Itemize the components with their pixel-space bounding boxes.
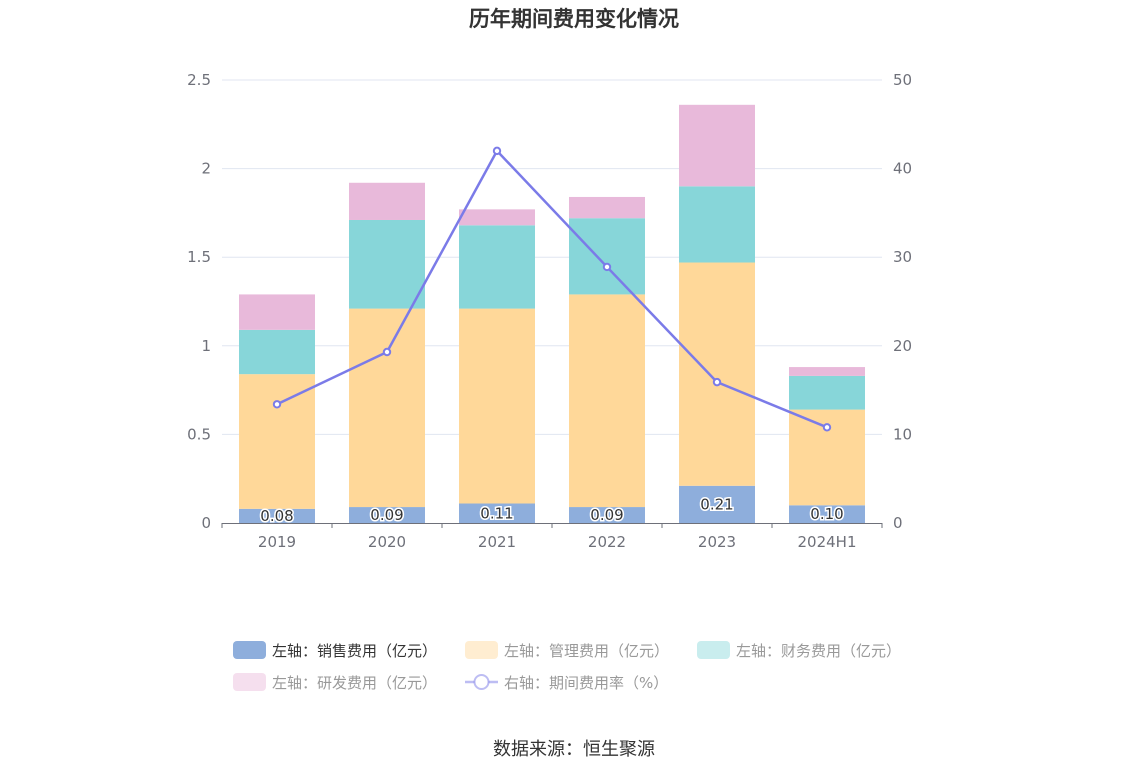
legend-label: 左轴：研发费用（亿元）: [272, 674, 437, 692]
legend-label: 左轴：财务费用（亿元）: [736, 642, 901, 660]
bar-2-2020: [349, 219, 425, 309]
legend-label: 左轴：销售费用（亿元）: [272, 642, 437, 660]
right-tick-label: 10: [893, 425, 912, 443]
left-tick-label: 2.5: [187, 71, 211, 89]
legend-item-0: 左轴：销售费用（亿元）: [233, 641, 437, 660]
bar-0-2024H1: [789, 505, 865, 523]
bar-3-2023: [679, 104, 755, 187]
bar-labels: 0.08 0.09 0.11 0.09 0.21 0.10: [259, 494, 845, 527]
bar-2-2023: [679, 186, 755, 263]
source-note: 数据来源：恒生聚源: [493, 739, 655, 760]
right-tick-label: 30: [893, 248, 912, 266]
x-tick-label: 2021: [478, 533, 516, 551]
left-tick-label: 0: [201, 514, 211, 532]
right-tick-label: 50: [893, 71, 912, 89]
left-tick-label: 0.5: [187, 425, 211, 443]
rate-line: [276, 148, 828, 429]
bar-3-2020: [349, 182, 425, 220]
legend-swatch: [233, 641, 266, 659]
x-tick-label: 2023: [698, 533, 736, 551]
rate-point-2023: [712, 377, 722, 387]
rate-point-2021: [492, 146, 502, 156]
bar-value-label: 0.10: [810, 505, 843, 523]
bar-1-2022: [569, 294, 645, 508]
rate-point-2022: [602, 262, 612, 272]
bar-1-2021: [459, 308, 535, 504]
rate-point-2024H1: [822, 423, 832, 432]
bar-value-label: 0.08: [260, 507, 293, 525]
bar-0-2019: [239, 508, 315, 523]
legend-item-2: 左轴：财务费用（亿元）: [697, 641, 901, 660]
bar-1-2023: [679, 262, 755, 486]
legend-item-1: 左轴：管理费用（亿元）: [465, 641, 669, 660]
bar-3-2024H1: [789, 367, 865, 376]
bar-3-2022: [569, 196, 645, 219]
bar-2-2022: [569, 218, 645, 295]
grid-lines: [222, 79, 882, 435]
bar-0-2021: [459, 503, 535, 523]
bar-1-2020: [349, 308, 425, 508]
legend-swatch: [465, 641, 498, 659]
bar-series: [239, 104, 865, 523]
rate-point-2020: [382, 347, 392, 357]
x-tick-label: 2020: [368, 533, 406, 551]
legend-swatch: [697, 641, 730, 659]
right-tick-label: 0: [893, 514, 903, 532]
left-axis: 0 0.5 1 1.5 2 2.5: [187, 71, 211, 532]
left-tick-label: 2: [201, 160, 211, 178]
legend-label: 右轴：期间费用率（%）: [504, 674, 668, 692]
bar-2-2021: [459, 225, 535, 309]
bar-1-2019: [239, 374, 315, 509]
bar-0-2020: [349, 507, 425, 523]
bar-value-label: 0.11: [480, 504, 513, 522]
bar-value-label: 0.09: [370, 506, 403, 524]
bar-3-2021: [459, 209, 535, 226]
legend-label: 左轴：管理费用（亿元）: [504, 642, 669, 660]
x-axis: 2019 2020 2021 2022 2023 2024H1: [221, 523, 883, 551]
bar-value-label: 0.09: [590, 506, 623, 524]
bar-0-2023: [679, 485, 755, 523]
right-tick-label: 20: [893, 337, 912, 355]
x-tick-label: 2019: [258, 533, 296, 551]
legend-swatch-marker: [473, 674, 490, 690]
left-tick-label: 1.5: [187, 248, 211, 266]
legend-swatch: [233, 673, 266, 691]
right-axis: 0 10 20 30 40 50: [893, 71, 912, 532]
legend-item-3: 左轴：研发费用（亿元）: [233, 673, 437, 692]
legend-item-4: 右轴：期间费用率（%）: [465, 674, 668, 692]
bar-0-2022: [569, 507, 645, 523]
right-tick-label: 40: [893, 160, 912, 178]
chart-title: 历年期间费用变化情况: [469, 7, 679, 31]
rate-point-2019: [272, 400, 282, 409]
bar-value-label: 0.21: [700, 495, 733, 513]
left-tick-label: 1: [201, 337, 211, 355]
x-tick-label: 2022: [588, 533, 626, 551]
bar-2-2019: [239, 329, 315, 375]
x-tick-label: 2024H1: [798, 533, 857, 551]
bar-3-2019: [239, 294, 315, 330]
line-series: [272, 146, 832, 432]
legend: 左轴：销售费用（亿元） 左轴：管理费用（亿元） 左轴：财务费用（亿元） 左轴：研发费用…: [233, 641, 901, 692]
bar-2-2024H1: [789, 375, 865, 410]
